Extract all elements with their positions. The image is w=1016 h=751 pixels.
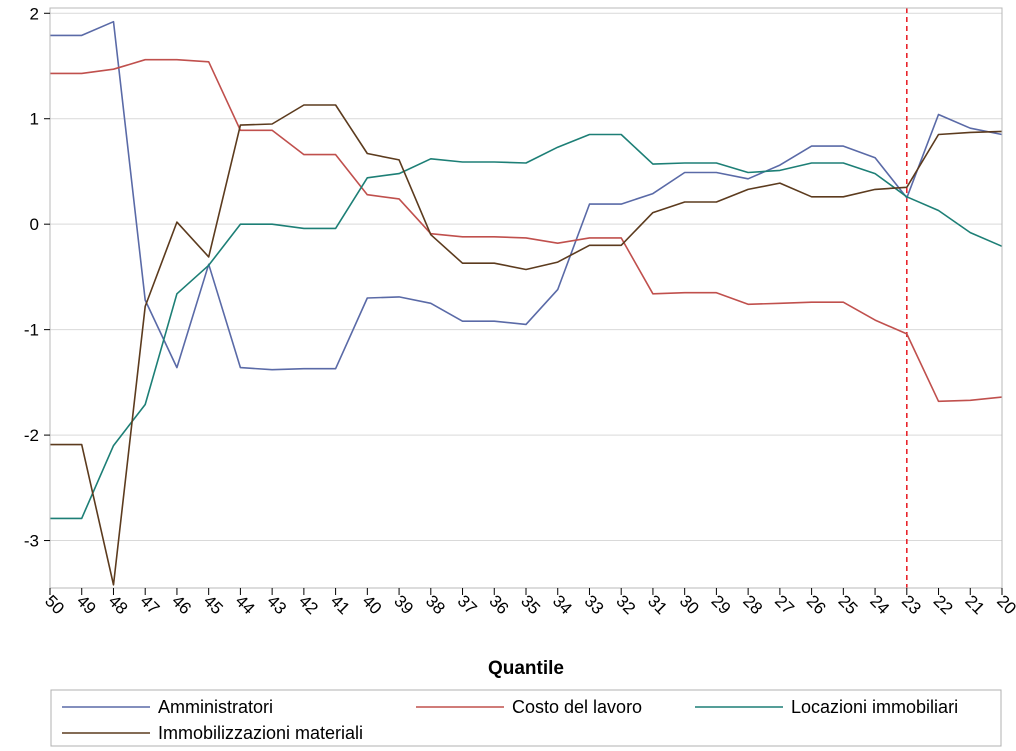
y-tick-label: 1 — [30, 110, 39, 129]
series-group — [50, 20, 1003, 586]
legend-label: Amministratori — [158, 697, 273, 717]
series-line-1 — [50, 58, 1003, 403]
legend-label: Costo del lavoro — [512, 697, 642, 717]
legend: Amministratori Costo del lavoro Locazioni … — [50, 689, 1002, 747]
series-line-2 — [50, 133, 1003, 520]
y-tick-label: -3 — [24, 532, 39, 551]
y-axis: -3 -2 -1 0 1 2 — [24, 4, 50, 551]
legend-box — [50, 689, 1002, 747]
y-tick-label: 0 — [30, 215, 39, 234]
legend-label: Locazioni immobiliari — [791, 697, 958, 717]
gridlines — [50, 12, 1002, 542]
series-line-3 — [50, 104, 1003, 586]
legend-label: Immobilizzazioni materiali — [158, 723, 363, 743]
y-tick-label: -2 — [24, 426, 39, 445]
y-tick-label: 2 — [30, 4, 39, 23]
x-axis-title: Quantile — [488, 658, 564, 679]
y-tick-label: -1 — [24, 321, 39, 340]
